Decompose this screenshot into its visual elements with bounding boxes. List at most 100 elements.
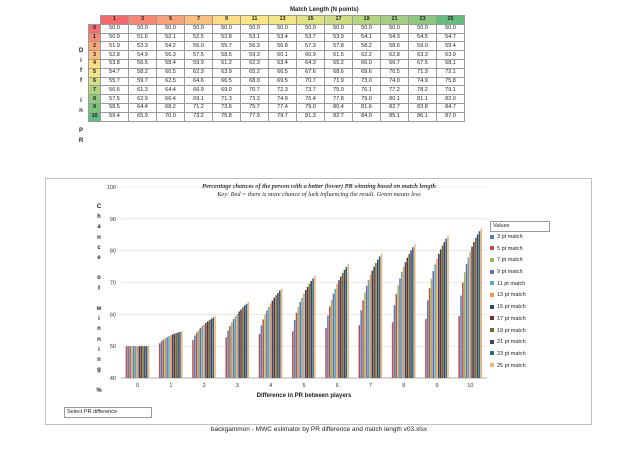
legend[interactable]: Values 3 pt match 5 pt match 7 pt match 9 p…: [490, 221, 550, 372]
bar: [214, 316, 216, 378]
bar: [295, 312, 298, 378]
legend-label: 5 pt match: [497, 245, 523, 252]
table-row: 9 58.5 64.4 68.2 71.2 73.6 75.7 77.4 79.0 80.4 81.…: [88, 102, 465, 113]
bar: [232, 319, 235, 378]
bar: [308, 283, 311, 378]
bar: [401, 271, 403, 378]
bar: [332, 293, 335, 378]
bar: [380, 253, 383, 378]
y-axis-label: C h a n c e o f w i n n i n g %: [96, 204, 102, 394]
y-tick-label: 60: [110, 312, 116, 318]
legend-item[interactable]: 15 pt match: [490, 302, 550, 314]
bar: [271, 300, 274, 378]
footer-filename: backgammon - MWC estimator by PR differe…: [210, 426, 428, 433]
chart-caption: Percentage chances of the person with a …: [202, 183, 436, 190]
chart-area: [45, 178, 592, 425]
bar: [465, 264, 468, 378]
legend-item[interactable]: 5 pt match: [490, 244, 550, 256]
bar: [345, 266, 348, 378]
x-tick-label: 5: [302, 383, 305, 389]
bar: [364, 292, 366, 378]
bar: [338, 280, 340, 378]
legend-swatch: [490, 328, 494, 333]
legend-item[interactable]: 21 pt match: [490, 337, 550, 349]
bar: [262, 319, 264, 378]
legend-swatch: [490, 246, 494, 251]
mwc-table: 1 3 5 7 9 11 13 15 17 19 21 23 25 0 50.0 50.0 50.0 50.0 50…: [88, 15, 465, 122]
bar: [476, 234, 479, 378]
legend-item[interactable]: 7 pt match: [490, 255, 550, 267]
bar: [306, 286, 309, 378]
legend-item[interactable]: 17 pt match: [490, 314, 550, 326]
legend-item[interactable]: 13 pt match: [490, 290, 550, 302]
table-row: 7 56.6 61.3 64.4 66.9 69.0 70.7 72.3 73.7 75.0 76.…: [88, 85, 465, 96]
bar: [474, 237, 477, 378]
bar: [247, 301, 250, 378]
bar: [460, 295, 462, 378]
bar: [164, 338, 167, 378]
bar: [179, 331, 181, 378]
bar: [330, 299, 333, 378]
bar: [210, 318, 213, 378]
bar: [478, 231, 481, 378]
bar: [443, 242, 446, 378]
bar: [430, 278, 433, 378]
bar: [410, 250, 412, 378]
legend-swatch: [490, 363, 494, 368]
legend-swatch: [490, 351, 494, 356]
bar: [480, 228, 483, 378]
bar: [328, 306, 331, 378]
bar: [425, 319, 427, 378]
bar: [341, 272, 344, 378]
bar: [145, 346, 148, 378]
bar: [365, 285, 368, 378]
legend-label: 9 pt match: [497, 269, 523, 276]
bar: [245, 303, 248, 378]
legend-item[interactable]: 25 pt match: [490, 361, 550, 373]
bar: [169, 335, 172, 378]
chart-key: Key: Red = there is more chance of luck …: [217, 191, 421, 198]
bar: [310, 280, 312, 378]
bar: [269, 303, 272, 378]
x-tick-label: 2: [203, 383, 206, 389]
x-tick-label: 4: [269, 383, 272, 389]
legend-title[interactable]: Values: [490, 221, 550, 232]
bar: [462, 282, 464, 378]
bar: [275, 295, 277, 378]
select-pr-difference-button[interactable]: Select PR difference: [64, 407, 152, 418]
bar: [399, 278, 401, 378]
y-tick-label: 50: [110, 344, 116, 350]
bar: [292, 331, 294, 378]
bar: [463, 272, 466, 378]
bar: [347, 264, 349, 378]
legend-item[interactable]: 19 pt match: [490, 326, 550, 338]
bar: [231, 322, 233, 378]
bar: [473, 242, 475, 378]
bar: [395, 293, 398, 378]
x-tick-label: 3: [236, 383, 239, 389]
legend-item[interactable]: 9 pt match: [490, 267, 550, 279]
bar: [303, 293, 305, 378]
bar: [162, 339, 165, 378]
bar: [412, 247, 414, 378]
bar: [277, 293, 279, 378]
bar: [140, 346, 142, 378]
legend-item[interactable]: 11 pt match: [490, 279, 550, 291]
bar: [212, 317, 215, 378]
bar: [402, 266, 405, 378]
legend-item[interactable]: 23 pt match: [490, 349, 550, 361]
bar: [260, 325, 263, 378]
x-tick-label: 8: [402, 383, 405, 389]
bar: [208, 320, 211, 378]
legend-item[interactable]: 3 pt match: [490, 232, 550, 244]
bar: [234, 316, 237, 378]
bar: [158, 343, 161, 378]
bar: [177, 332, 179, 378]
bar: [367, 280, 370, 378]
bar: [299, 301, 301, 378]
y-tick-label: 80: [110, 249, 116, 255]
legend-swatch: [490, 339, 494, 344]
bar: [142, 346, 144, 378]
bar: [393, 305, 396, 378]
